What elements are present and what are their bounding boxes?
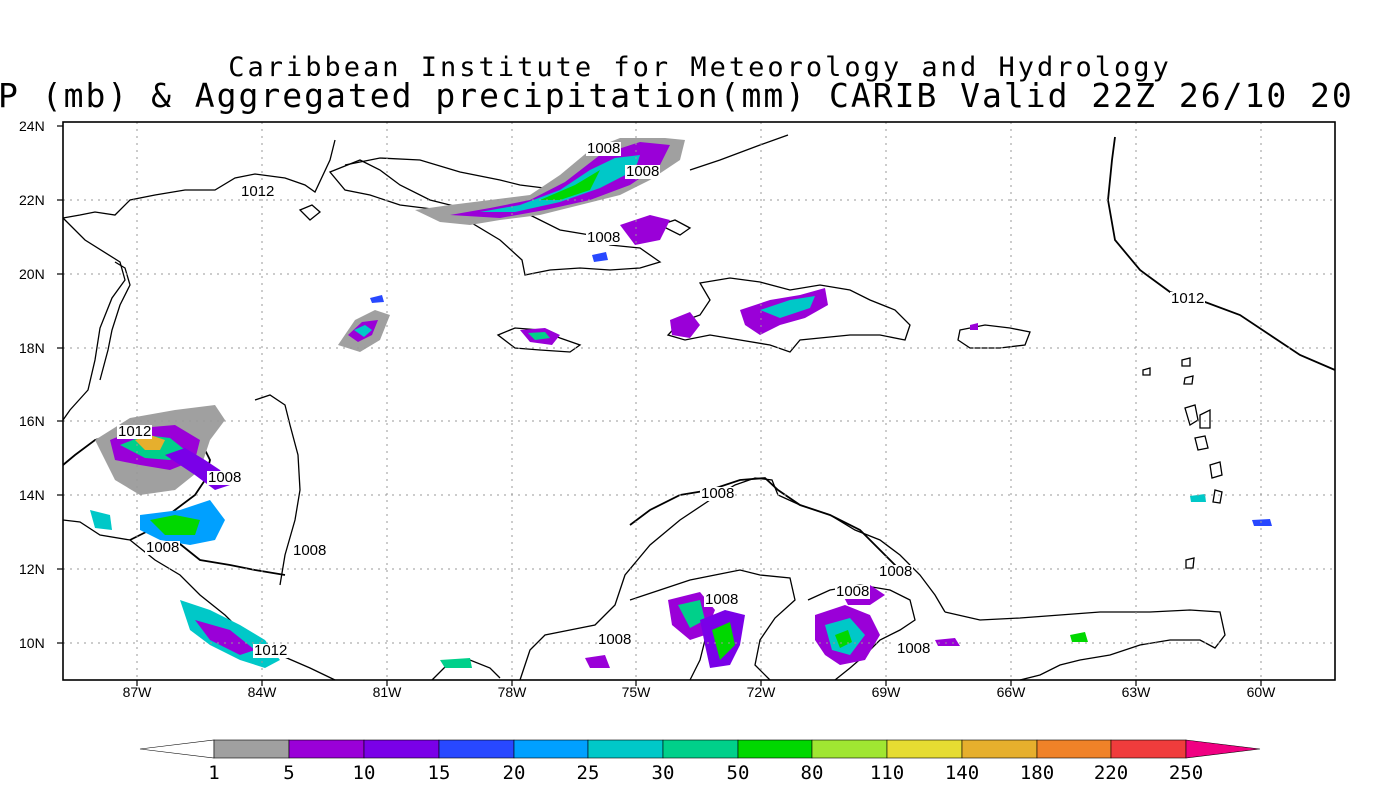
lat-label: 18N [19,340,45,356]
lon-label: 60W [1246,684,1276,700]
lon-label: 75W [621,684,651,700]
colorbar-segment [513,739,589,759]
title-product: P (mb) & Aggregated precipitation(mm) CA… [0,76,1354,115]
contour-label: 1008 [878,563,914,580]
colorbar-segment [737,739,813,759]
grid-lines [63,122,1335,680]
contour-label: 1008 [625,163,661,180]
contour-label: 1008 [700,485,736,502]
lon-label: 72W [746,684,776,700]
lat-label: 14N [19,487,45,503]
isobar-contours [62,136,1336,576]
lon-label: 69W [871,684,901,700]
colorbar-label: 30 [651,762,675,784]
lat-label: 16N [19,413,45,429]
colorbar-segment [438,739,515,759]
lat-label: 24N [19,118,45,134]
colorbar-label: 50 [726,762,750,784]
contour-label: 1008 [835,583,871,600]
contour-label: 1008 [145,539,181,556]
colorbar-segment [213,739,290,759]
title-institute: Caribbean Institute for Meteorology and … [228,52,1172,83]
precipitation-field [90,138,1272,668]
contour-label: 1012 [1170,290,1206,307]
colorbar-label: 20 [502,762,526,784]
lat-label: 10N [19,635,45,651]
lat-label: 20N [19,266,45,282]
lon-label: 78W [497,684,527,700]
lon-label: 63W [1121,684,1151,700]
coastlines [62,134,1226,681]
colorbar-label: 80 [800,762,824,784]
contour-label: 1012 [117,423,153,440]
colorbar-label: 110 [869,762,905,784]
lon-label: 87W [122,684,152,700]
colorbar [139,739,1261,759]
colorbar-label: 250 [1168,762,1204,784]
colorbar-label: 10 [352,762,376,784]
contour-label: 1008 [896,640,932,657]
colorbar-segment [662,739,739,759]
colorbar-segment [1110,739,1187,759]
contour-label: 1012 [253,642,289,659]
lon-label: 66W [996,684,1026,700]
lat-label: 12N [19,561,45,577]
contour-label: 1008 [586,229,622,246]
colorbar-label: 1 [208,762,220,784]
lat-label: 22N [19,192,45,208]
contour-label: 1008 [597,631,633,648]
contour-label: 1012 [240,183,276,200]
colorbar-label: 25 [576,762,600,784]
colorbar-segment [363,739,440,759]
lon-label: 81W [372,684,402,700]
colorbar-low-arrow [139,739,215,759]
lon-label: 84W [247,684,277,700]
contour-label: 1008 [586,140,622,157]
map-frame [62,121,1336,681]
colorbar-label: 180 [1019,762,1055,784]
contour-label: 1008 [207,469,243,486]
colorbar-segment [587,739,664,759]
colorbar-segment [811,739,888,759]
colorbar-label: 15 [427,762,451,784]
colorbar-segment [961,739,1038,759]
contour-label: 1008 [292,542,328,559]
contour-label: 1008 [704,591,740,608]
colorbar-segment [288,739,365,759]
colorbar-label: 5 [283,762,295,784]
colorbar-high-arrow [1185,739,1261,759]
axis-ticks [57,125,1262,686]
colorbar-label: 140 [944,762,980,784]
colorbar-segment [886,739,963,759]
colorbar-segment [1036,739,1112,759]
colorbar-label: 220 [1093,762,1129,784]
